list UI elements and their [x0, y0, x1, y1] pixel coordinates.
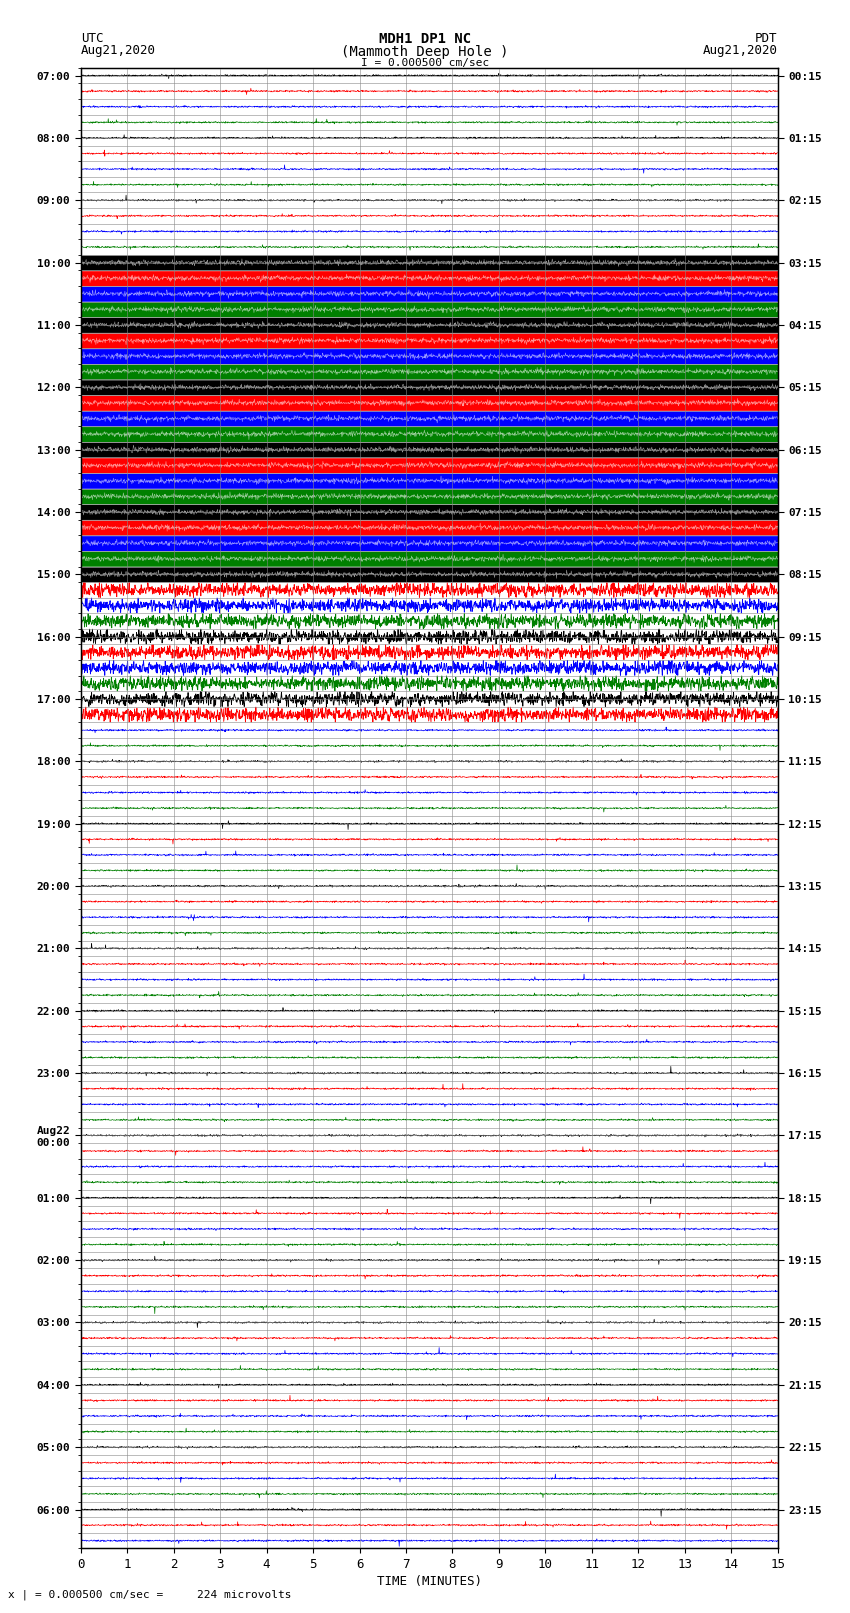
X-axis label: TIME (MINUTES): TIME (MINUTES) — [377, 1576, 482, 1589]
Text: x | = 0.000500 cm/sec =     224 microvolts: x | = 0.000500 cm/sec = 224 microvolts — [8, 1589, 292, 1600]
Text: (Mammoth Deep Hole ): (Mammoth Deep Hole ) — [341, 45, 509, 60]
Text: PDT: PDT — [756, 32, 778, 45]
Text: Aug21,2020: Aug21,2020 — [81, 44, 156, 56]
Text: Aug21,2020: Aug21,2020 — [703, 44, 778, 56]
Text: I = 0.000500 cm/sec: I = 0.000500 cm/sec — [361, 58, 489, 68]
Text: MDH1 DP1 NC: MDH1 DP1 NC — [379, 32, 471, 47]
Text: UTC: UTC — [81, 32, 103, 45]
